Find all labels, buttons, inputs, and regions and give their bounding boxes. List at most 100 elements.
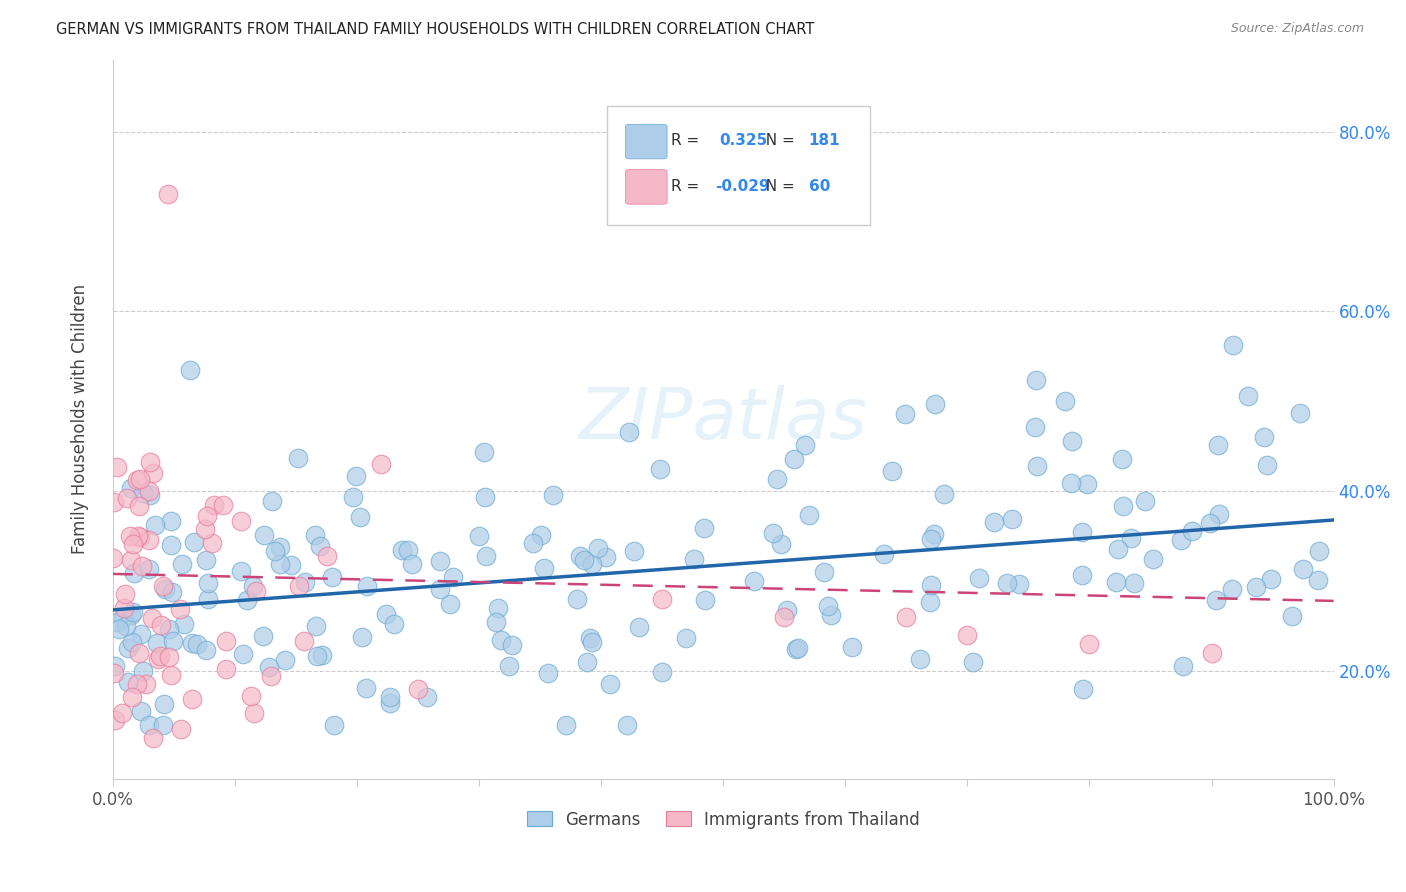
Point	[162, 634, 184, 648]
Point	[292, 633, 315, 648]
Point	[1246, 580, 1268, 594]
Point	[1208, 507, 1230, 521]
Text: N =: N =	[756, 134, 800, 148]
Text: -0.029: -0.029	[714, 178, 769, 194]
Point	[651, 592, 673, 607]
Point	[131, 486, 153, 500]
Point	[908, 652, 931, 666]
Point	[1181, 524, 1204, 539]
Point	[142, 731, 165, 746]
Point	[472, 445, 495, 459]
Point	[401, 557, 423, 571]
Point	[599, 677, 621, 691]
Point	[486, 601, 509, 615]
Point	[120, 481, 142, 495]
Point	[1007, 577, 1029, 591]
Point	[211, 498, 233, 512]
Text: 181: 181	[808, 134, 841, 148]
Point	[1078, 637, 1101, 651]
Point	[120, 529, 142, 543]
Point	[197, 576, 219, 591]
FancyBboxPatch shape	[626, 169, 666, 204]
Point	[160, 668, 183, 682]
Point	[537, 666, 560, 681]
Point	[1198, 516, 1220, 530]
Point	[139, 488, 162, 502]
Point	[380, 690, 402, 704]
Point	[893, 407, 915, 421]
Point	[197, 592, 219, 607]
Point	[231, 515, 253, 529]
Point	[1024, 420, 1046, 434]
Point	[1236, 389, 1258, 403]
Point	[141, 611, 163, 625]
Point	[194, 553, 217, 567]
Point	[920, 578, 942, 592]
Point	[342, 490, 364, 504]
Point	[287, 579, 309, 593]
Point	[581, 557, 603, 571]
Point	[202, 498, 225, 512]
Point	[173, 617, 195, 632]
Point	[776, 603, 799, 617]
Point	[107, 460, 129, 475]
Point	[1119, 531, 1142, 545]
Point	[129, 530, 152, 544]
Point	[104, 713, 127, 727]
Point	[344, 469, 367, 483]
Point	[305, 619, 328, 633]
Point	[323, 718, 346, 732]
Point	[117, 491, 139, 505]
Point	[617, 425, 640, 439]
Point	[896, 610, 918, 624]
Point	[160, 584, 183, 599]
Point	[1000, 512, 1022, 526]
Point	[117, 640, 139, 655]
Point	[543, 488, 565, 502]
Point	[156, 187, 179, 202]
Point	[129, 627, 152, 641]
Point	[962, 655, 984, 669]
Point	[429, 554, 451, 568]
Point	[229, 564, 252, 578]
Point	[501, 638, 523, 652]
Point	[382, 616, 405, 631]
Y-axis label: Family Households with Children: Family Households with Children	[72, 285, 89, 554]
Text: ZIPatlas: ZIPatlas	[579, 384, 868, 454]
Point	[103, 665, 125, 680]
Point	[554, 718, 576, 732]
Point	[1222, 337, 1244, 351]
Point	[648, 462, 671, 476]
Point	[1122, 575, 1144, 590]
Point	[1281, 608, 1303, 623]
Text: GERMAN VS IMMIGRANTS FROM THAILAND FAMILY HOUSEHOLDS WITH CHILDREN CORRELATION C: GERMAN VS IMMIGRANTS FROM THAILAND FAMIL…	[56, 22, 814, 37]
Point	[439, 597, 461, 611]
Point	[475, 549, 498, 563]
Point	[693, 521, 716, 535]
Point	[762, 526, 785, 541]
Point	[149, 648, 172, 663]
Point	[574, 552, 596, 566]
Point	[321, 570, 343, 584]
Point	[349, 509, 371, 524]
Point	[1201, 646, 1223, 660]
Point	[183, 535, 205, 549]
Point	[1060, 476, 1083, 491]
Text: R =: R =	[671, 134, 704, 148]
Point	[588, 541, 610, 555]
Point	[920, 532, 942, 546]
Point	[260, 669, 283, 683]
Point	[1220, 582, 1243, 596]
Point	[1289, 406, 1312, 420]
Point	[157, 622, 180, 636]
Point	[121, 605, 143, 619]
Point	[260, 493, 283, 508]
Point	[232, 647, 254, 661]
Point	[995, 575, 1018, 590]
Point	[170, 557, 193, 571]
Point	[595, 550, 617, 565]
Point	[148, 651, 170, 665]
Point	[138, 718, 160, 732]
Point	[142, 466, 165, 480]
Point	[138, 484, 160, 499]
